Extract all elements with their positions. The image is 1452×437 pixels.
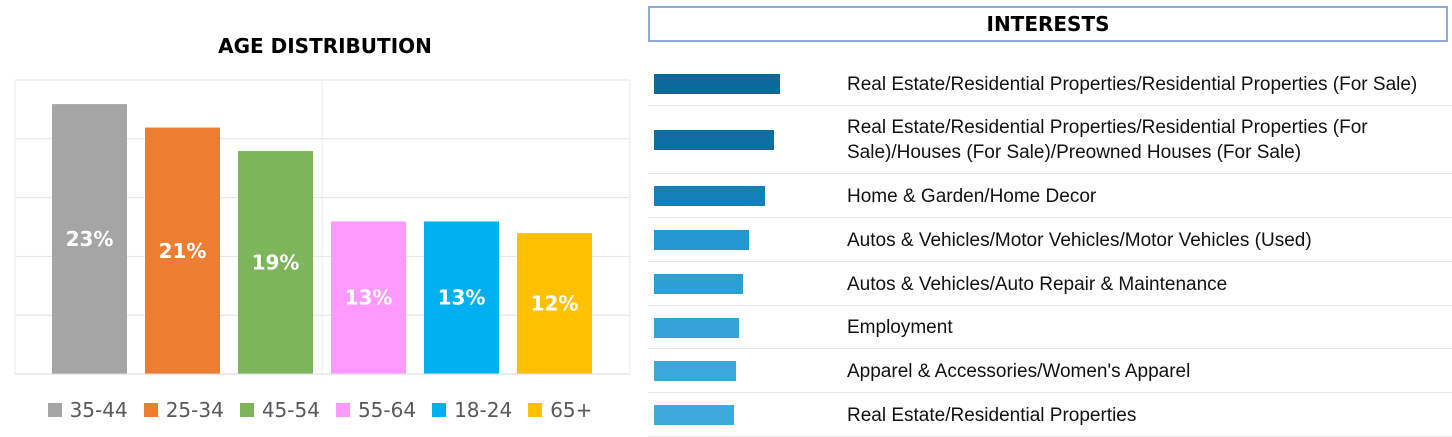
age-distribution-chart: AGE DISTRIBUTION 23% 21% 19% 13% 13% 12% 35-4… — [0, 0, 640, 437]
data-label: 23% — [66, 227, 114, 251]
interest-row: Real Estate/Residential Properties/Resid… — [648, 62, 1452, 106]
data-label: 19% — [252, 251, 300, 275]
interest-label: Autos & Vehicles/Auto Repair & Maintenan… — [847, 273, 1228, 295]
interest-row: Employment — [648, 306, 1452, 349]
legend-item: 35-44 — [47, 398, 128, 422]
chart-legend: 35-44 25-34 45-54 55-64 18-24 65+ — [20, 398, 620, 422]
legend-swatch — [335, 403, 350, 417]
legend-item: 45-54 — [239, 398, 320, 422]
interest-label: Real Estate/Residential Properties/Resid… — [847, 117, 1368, 163]
data-label: 13% — [345, 286, 393, 310]
legend-item: 18-24 — [432, 398, 512, 422]
interest-label: Employment — [847, 317, 953, 338]
age-chart-plot: 23% 21% 19% 13% 13% 12% — [14, 79, 631, 375]
interest-row: Autos & Vehicles/Motor Vehicles/Motor Ve… — [648, 218, 1452, 262]
interests-chart: INTERESTS Real Estate/Residential Proper… — [648, 0, 1452, 437]
interests-title: INTERESTS — [648, 6, 1448, 42]
data-label: 13% — [438, 286, 486, 310]
interest-row: Autos & Vehicles/Auto Repair & Maintenan… — [648, 262, 1452, 306]
legend-label: 65+ — [550, 398, 593, 422]
legend-label: 25-34 — [165, 398, 224, 422]
interest-label: Autos & Vehicles/Motor Vehicles/Motor Ve… — [847, 229, 1312, 251]
legend-swatch — [239, 403, 254, 417]
legend-item: 25-34 — [143, 398, 224, 422]
interest-bar — [654, 230, 749, 250]
bar-18-24 — [424, 221, 499, 374]
interest-bar — [654, 186, 765, 206]
interest-bar — [654, 405, 734, 425]
legend-item: 65+ — [528, 398, 592, 422]
legend-swatch — [432, 403, 447, 417]
legend-swatch — [47, 403, 62, 417]
interest-bar — [654, 74, 780, 94]
legend-swatch — [143, 403, 158, 417]
interest-row: Real Estate/Residential Properties/Resid… — [648, 106, 1452, 174]
interest-bar — [654, 317, 739, 338]
bar-65+ — [517, 233, 592, 374]
interest-row: Home & Garden/Home Decor — [648, 174, 1452, 218]
legend-label: 35-44 — [69, 398, 128, 422]
interest-bar — [654, 130, 774, 150]
bar-45-54 — [238, 151, 313, 374]
interest-bar — [654, 361, 736, 381]
interest-label: Real Estate/Residential Properties — [847, 404, 1137, 426]
interest-label: Home & Garden/Home Decor — [847, 185, 1097, 207]
legend-label: 18-24 — [454, 398, 513, 422]
interest-bar — [654, 274, 743, 294]
interest-row: Real Estate/Residential Properties — [648, 393, 1452, 437]
legend-item: 55-64 — [335, 398, 417, 422]
bar-55-64 — [331, 221, 406, 374]
legend-label: 55-64 — [357, 398, 417, 422]
bar-35-44 — [52, 104, 127, 374]
legend-swatch — [528, 403, 543, 417]
legend-label: 45-54 — [261, 398, 320, 422]
data-label: 12% — [531, 292, 579, 316]
interest-label: Real Estate/Residential Properties/Resid… — [847, 73, 1418, 95]
bar-25-34 — [145, 127, 220, 375]
interest-label: Apparel & Accessories/Women's Apparel — [847, 360, 1191, 382]
interest-row: Apparel & Accessories/Women's Apparel — [648, 349, 1452, 393]
chart-title: AGE DISTRIBUTION — [218, 34, 432, 58]
data-label: 21% — [159, 239, 207, 263]
